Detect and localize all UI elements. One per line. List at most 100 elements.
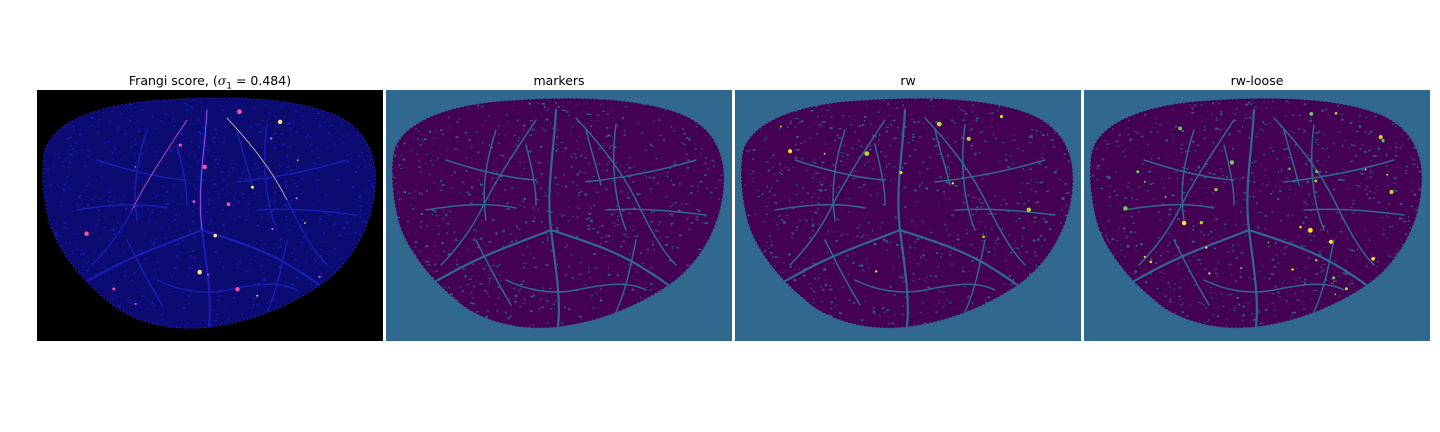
highlight-spot	[1026, 207, 1031, 212]
vessel-line	[1283, 129, 1300, 186]
vessel-line	[156, 279, 298, 293]
vessel-line	[961, 124, 976, 231]
tissue-edge	[740, 97, 1074, 329]
highlight-spot	[202, 164, 207, 170]
vessel-line	[924, 117, 1026, 266]
highlight-spot	[936, 121, 942, 127]
highlight-spot	[296, 159, 299, 161]
texture-layer	[391, 98, 725, 329]
highlight-spot	[779, 125, 782, 128]
highlight-spot	[1309, 112, 1314, 116]
vessel-line	[1203, 279, 1345, 293]
highlight-spot	[951, 182, 954, 185]
vessel-line	[236, 159, 348, 183]
title-prefix: Frangi score, (	[128, 73, 218, 88]
highlight-spot	[1371, 257, 1375, 261]
highlight-vessel	[226, 117, 288, 201]
title-symbol: σ	[217, 73, 227, 88]
highlight-spot	[1291, 268, 1294, 271]
vessel-line	[934, 159, 1046, 183]
panel-title-rw-loose: rw-loose	[1230, 73, 1284, 88]
vessel-line	[1303, 208, 1405, 216]
tissue-region	[1089, 98, 1423, 329]
vessel-line	[126, 239, 163, 306]
highlight-spot	[235, 287, 240, 292]
vessel-line	[615, 239, 637, 313]
tissue-edge	[42, 97, 376, 329]
vessel-line	[1138, 119, 1235, 266]
highlight-spot	[1334, 293, 1337, 296]
highlight-spot	[1328, 239, 1334, 244]
highlight-spot	[1143, 180, 1146, 183]
highlight-spot	[1315, 259, 1318, 262]
vessel-line	[794, 159, 886, 181]
highlight-spot	[134, 166, 137, 168]
vessel-line	[1310, 124, 1325, 231]
highlight-vessel	[131, 119, 188, 211]
highlight-spot	[1164, 196, 1167, 198]
panel-rw: rw	[735, 0, 1081, 432]
highlight-spot	[1378, 135, 1383, 140]
vessel-line	[96, 159, 188, 181]
vessel-line	[575, 117, 677, 266]
panel-title-markers: markers	[533, 73, 585, 88]
highlight-spot	[134, 303, 137, 305]
vessel-line	[954, 208, 1056, 216]
highlight-spot	[1149, 260, 1153, 264]
vessel-line	[525, 144, 537, 206]
highlight-spot	[1136, 170, 1140, 174]
rw-loose-image	[1084, 90, 1430, 341]
highlight-spot	[1181, 220, 1187, 226]
highlight-spot	[1143, 255, 1146, 258]
vessel-line	[1143, 159, 1235, 181]
vessel-line	[256, 208, 358, 216]
highlight-spot	[966, 136, 971, 141]
highlight-spot	[1288, 167, 1291, 170]
vessel-line	[824, 239, 861, 306]
vessel-line	[585, 129, 602, 186]
highlight-spot	[192, 200, 196, 203]
vessel-line	[483, 129, 497, 221]
vessel-line	[1283, 159, 1395, 183]
vessel-line	[505, 279, 647, 293]
tissue-region	[391, 98, 725, 329]
vessel-line	[832, 129, 846, 221]
highlight-spot	[1308, 227, 1313, 233]
vessel-line	[874, 144, 886, 206]
highlight-spot	[1208, 272, 1211, 275]
vessel-line	[445, 159, 537, 181]
highlight-spot	[1267, 241, 1270, 244]
vessel-line	[964, 239, 986, 313]
highlight-spot	[1214, 187, 1218, 192]
rw-image	[735, 90, 1081, 341]
highlight-spot	[304, 222, 306, 224]
highlight-spot	[1315, 170, 1319, 173]
vessel-line	[854, 279, 996, 293]
tissue-edge	[1089, 97, 1423, 329]
highlight-spot	[226, 202, 231, 207]
title-subscript: 1	[226, 81, 232, 92]
highlight-spot	[1000, 115, 1003, 118]
vessel-line	[1123, 203, 1215, 211]
highlight-spot	[1364, 168, 1367, 171]
highlight-spot	[1344, 287, 1348, 291]
highlight-spot	[1381, 139, 1385, 142]
vessel-line	[612, 124, 627, 231]
vessel-line	[76, 203, 168, 211]
highlight-spot	[1199, 221, 1203, 225]
highlight-spot	[197, 269, 202, 275]
highlight-spot	[84, 231, 89, 236]
texture-layer	[1089, 98, 1423, 329]
highlight-spot	[875, 270, 878, 273]
highlight-spot	[1314, 179, 1318, 183]
vessel-line	[585, 159, 697, 183]
panel-title-frangi: Frangi score, (σ1 = 0.484)	[37, 73, 383, 92]
vessel-line	[1173, 239, 1210, 306]
tissue-region	[42, 98, 376, 329]
vessel-line	[605, 208, 707, 216]
highlight-spot	[1299, 225, 1302, 229]
highlight-spot	[256, 294, 259, 297]
highlight-spot	[178, 143, 182, 147]
highlight-spot	[269, 137, 273, 140]
highlight-spot	[982, 235, 985, 239]
